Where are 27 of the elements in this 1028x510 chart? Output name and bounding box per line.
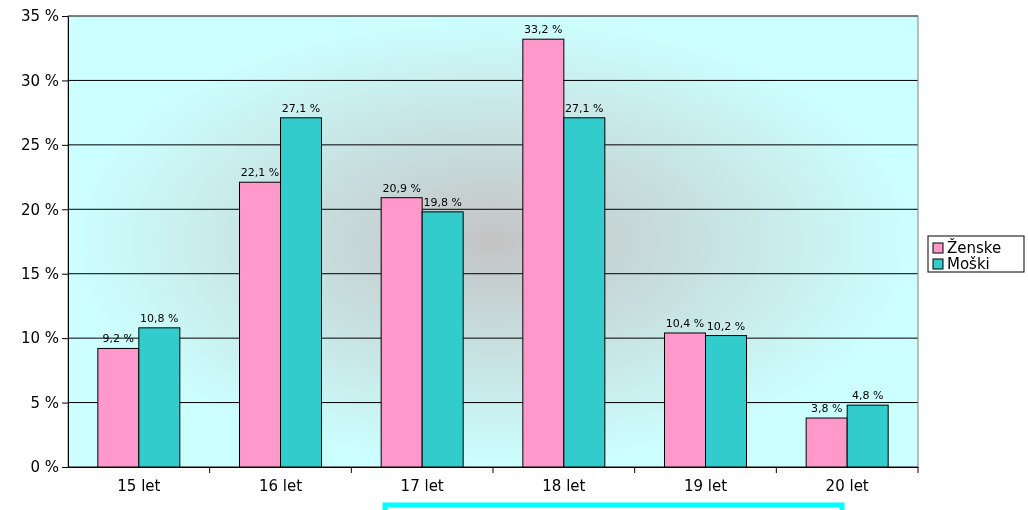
y-tick-label: 25 % bbox=[20, 136, 59, 155]
x-tick-label: 15 let bbox=[117, 477, 161, 495]
x-tick-label: 16 let bbox=[258, 477, 303, 495]
x-tick-label: 19 let bbox=[683, 477, 728, 495]
y-tick-label: 35 % bbox=[20, 7, 59, 26]
data-label: 10,4 % bbox=[665, 316, 705, 330]
x-tick-label: 20 let bbox=[825, 477, 869, 495]
data-label: 22,1 % bbox=[240, 166, 280, 180]
y-tick-label: 5 % bbox=[30, 393, 59, 412]
y-tick-label: 0 % bbox=[30, 458, 59, 477]
data-label: 10,2 % bbox=[706, 319, 746, 333]
data-label: 33,2 % bbox=[524, 23, 563, 37]
y-tick-label: 10 % bbox=[20, 329, 59, 348]
data-label: 10,8 % bbox=[140, 311, 179, 325]
x-tick-label: 18 let bbox=[542, 477, 586, 495]
y-tick-label: 15 % bbox=[20, 265, 59, 284]
data-label: 3,8 % bbox=[810, 402, 843, 416]
legend-label: Moški bbox=[947, 255, 990, 273]
data-label: 4,8 % bbox=[851, 389, 884, 403]
data-label: 27,1 % bbox=[281, 101, 321, 115]
data-label: 27,1 % bbox=[565, 101, 604, 115]
x-tick-label: 17 let bbox=[400, 477, 444, 495]
data-label: 19,8 % bbox=[423, 195, 462, 209]
y-tick-label: 20 % bbox=[20, 200, 59, 219]
data-label: 20,9 % bbox=[382, 181, 421, 195]
y-tick-label: 30 % bbox=[20, 71, 59, 90]
legend-label: Ženske bbox=[947, 238, 1002, 257]
